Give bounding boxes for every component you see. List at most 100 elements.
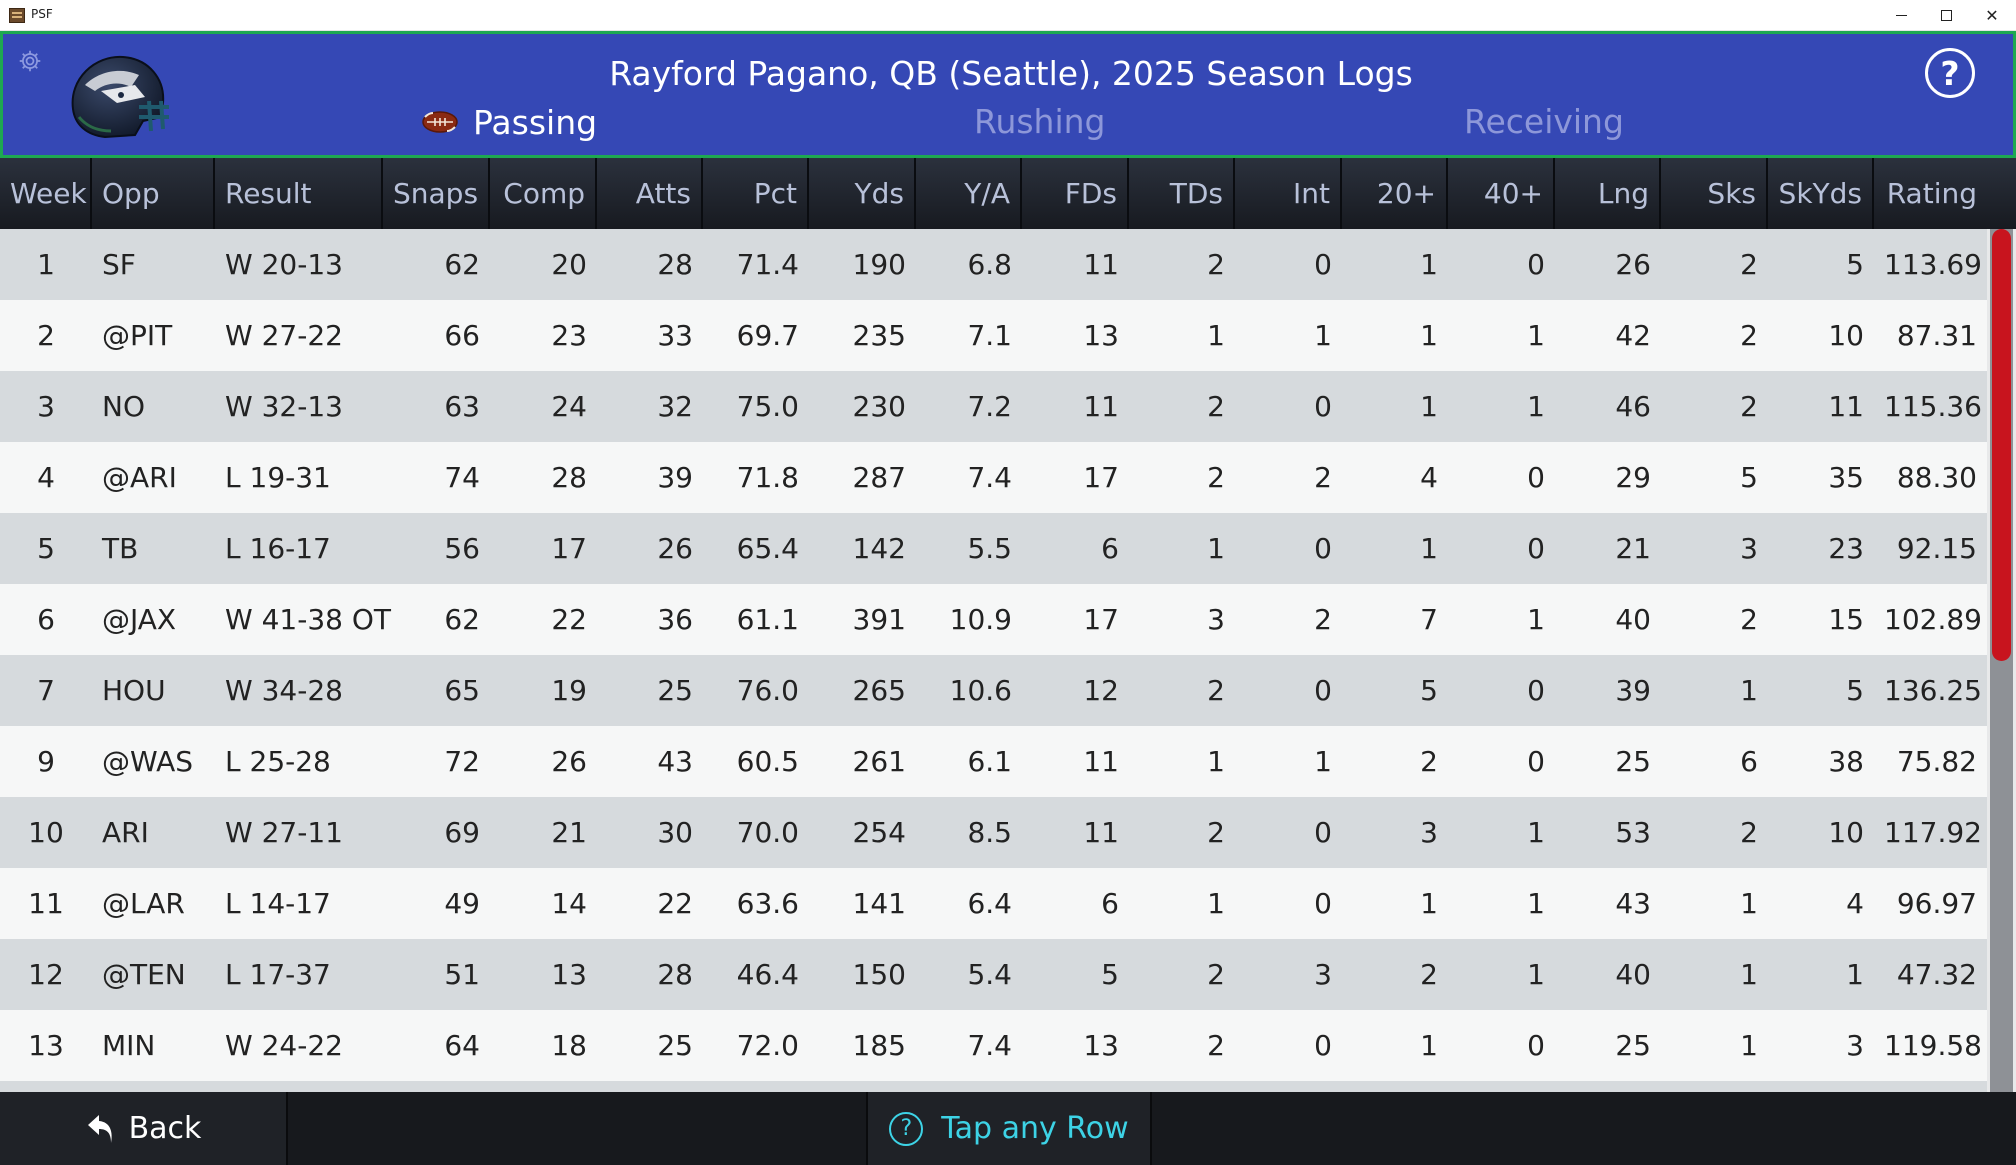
column-header-snaps[interactable]: Snaps (383, 158, 490, 229)
column-header-20plus[interactable]: 20+ (1342, 158, 1448, 229)
cell-week: 12 (28, 958, 64, 991)
cell-rating: 119.58 (1884, 1029, 1982, 1062)
cell-atts: 36 (657, 603, 693, 636)
cell-week: 11 (28, 887, 64, 920)
cell-lng: 53 (1615, 816, 1651, 849)
cell-comp: 22 (551, 603, 587, 636)
cell-y-per-a: 7.1 (967, 319, 1012, 352)
cell-rating: 47.32 (1896, 958, 1977, 991)
cell-sks: 1 (1740, 958, 1758, 991)
column-header-y-per-a[interactable]: Y/A (916, 158, 1022, 229)
column-header-int[interactable]: Int (1235, 158, 1342, 229)
help-circle-icon[interactable]: ? (1925, 48, 1975, 98)
cell-atts: 30 (657, 816, 693, 849)
cell-tds: 2 (1207, 958, 1225, 991)
table-row[interactable]: 1 SF W 20-13 62 20 28 71.4 190 6.8 11 2 0 1 0 26 2 5 113.… (0, 229, 1987, 300)
column-header-40plus[interactable]: 40+ (1448, 158, 1555, 229)
table-row[interactable] (0, 1081, 1987, 1092)
cell-snaps: 63 (444, 390, 480, 423)
cell-comp: 14 (551, 887, 587, 920)
column-header-skyds[interactable]: SkYds (1768, 158, 1874, 229)
cell-20plus: 1 (1420, 1029, 1438, 1062)
cell-yds: 261 (852, 745, 906, 778)
cell-lng: 43 (1615, 887, 1651, 920)
cell-comp: 26 (551, 745, 587, 778)
column-header-opp[interactable]: Opp (92, 158, 215, 229)
column-header-rating[interactable]: Rating (1886, 177, 1977, 210)
cell-result: L 17-37 (225, 958, 331, 991)
scroll-thumb[interactable] (1992, 229, 2011, 661)
cell-int: 2 (1314, 461, 1332, 494)
cell-40plus: 1 (1527, 390, 1545, 423)
cell-y-per-a: 6.4 (967, 887, 1012, 920)
cell-fds: 17 (1083, 603, 1119, 636)
column-header-pct[interactable]: Pct (703, 158, 809, 229)
table-row[interactable]: 5 TB L 16-17 56 17 26 65.4 142 5.5 6 1 0 1 0 21 3 23 92.1… (0, 513, 1987, 584)
cell-comp: 13 (551, 958, 587, 991)
table-header: Week Opp Result Snaps Comp Atts Pct Yds Y/A FDs TD… (0, 158, 2016, 229)
cell-snaps: 64 (444, 1029, 480, 1062)
minimize-button[interactable] (1878, 0, 1924, 31)
column-header-week[interactable]: Week (0, 158, 92, 229)
scrollbar[interactable] (1987, 229, 2016, 1092)
column-header-fds[interactable]: FDs (1022, 158, 1129, 229)
table-row[interactable]: 10 ARI W 27-11 69 21 30 70.0 254 8.5 11 2 0 3 1 53 2 10 1… (0, 797, 1987, 868)
cell-opp: @ARI (102, 461, 177, 494)
cell-result: W 32-13 (225, 390, 343, 423)
cell-tds: 3 (1207, 603, 1225, 636)
table-row[interactable]: 7 HOU W 34-28 65 19 25 76.0 265 10.6 12 2 0 5 0 39 1 5 13… (0, 655, 1987, 726)
table-row[interactable]: 12 @TEN L 17-37 51 13 28 46.4 150 5.4 5 2 3 2 1 40 1 1 47… (0, 939, 1987, 1010)
table-row[interactable]: 11 @LAR L 14-17 49 14 22 63.6 141 6.4 6 1 0 1 1 43 1 4 96… (0, 868, 1987, 939)
maximize-button[interactable] (1923, 0, 1969, 31)
cell-skyds: 3 (1846, 1029, 1864, 1062)
cell-result: L 19-31 (225, 461, 331, 494)
tab-rushing[interactable]: Rushing (974, 102, 1106, 141)
cell-comp: 21 (551, 816, 587, 849)
cell-40plus: 0 (1527, 674, 1545, 707)
table-row[interactable]: 9 @WAS L 25-28 72 26 43 60.5 261 6.1 11 1 1 2 0 25 6 38 7… (0, 726, 1987, 797)
cell-int: 0 (1314, 1029, 1332, 1062)
footer-bar: Back ? Tap any Row (0, 1092, 2016, 1165)
cell-20plus: 5 (1420, 674, 1438, 707)
column-header-lng[interactable]: Lng (1555, 158, 1661, 229)
cell-y-per-a: 8.5 (967, 816, 1012, 849)
cell-opp: @PIT (102, 319, 173, 352)
table-row[interactable]: 6 @JAX W 41-38 OT 62 22 36 61.1 391 10.9 17 3 2 7 1 40… (0, 584, 1987, 655)
table-row[interactable]: 13 MIN W 24-22 64 18 25 72.0 185 7.4 13 2 0 1 0 25 1 3 11… (0, 1010, 1987, 1081)
cell-opp: @WAS (102, 745, 194, 778)
table-row[interactable]: 3 NO W 32-13 63 24 32 75.0 230 7.2 11 2 0 1 1 46 2 11 115… (0, 371, 1987, 442)
tab-passing[interactable]: Passing (421, 102, 597, 142)
table-row[interactable]: 2 @PIT W 27-22 66 23 33 69.7 235 7.1 13 1 1 1 1 42 2 10 8… (0, 300, 1987, 371)
tab-passing-label: Passing (473, 102, 598, 142)
minimize-icon (1895, 15, 1907, 16)
gear-icon[interactable] (17, 48, 43, 74)
cell-fds: 12 (1083, 674, 1119, 707)
table-row[interactable]: 4 @ARI L 19-31 74 28 39 71.8 287 7.4 17 2 2 4 0 29 5 35 8… (0, 442, 1987, 513)
cell-opp: ARI (102, 816, 149, 849)
column-header-comp[interactable]: Comp (490, 158, 597, 229)
cell-opp: @LAR (102, 887, 185, 920)
cell-int: 0 (1314, 816, 1332, 849)
back-button[interactable]: Back (0, 1092, 288, 1165)
cell-week: 3 (37, 390, 55, 423)
cell-opp: NO (102, 390, 145, 423)
cell-y-per-a: 7.4 (967, 461, 1012, 494)
close-button[interactable]: ✕ (1969, 0, 2015, 31)
column-header-result[interactable]: Result (215, 158, 383, 229)
column-header-atts[interactable]: Atts (597, 158, 703, 229)
page-title: Rayford Pagano, QB (Seattle), 2025 Seaso… (609, 54, 1413, 93)
column-header-sks[interactable]: Sks (1661, 158, 1768, 229)
scroll-track[interactable] (1990, 229, 2013, 1092)
column-header-yds[interactable]: Yds (809, 158, 916, 229)
cell-skyds: 15 (1828, 603, 1864, 636)
cell-week: 2 (37, 319, 55, 352)
cell-snaps: 74 (444, 461, 480, 494)
tab-receiving[interactable]: Receiving (1464, 102, 1624, 141)
cell-int: 0 (1314, 674, 1332, 707)
column-header-tds[interactable]: TDs (1129, 158, 1235, 229)
cell-rating: 113.69 (1884, 248, 1982, 281)
cell-lng: 21 (1615, 532, 1651, 565)
cell-20plus: 2 (1420, 958, 1438, 991)
cell-atts: 25 (657, 1029, 693, 1062)
